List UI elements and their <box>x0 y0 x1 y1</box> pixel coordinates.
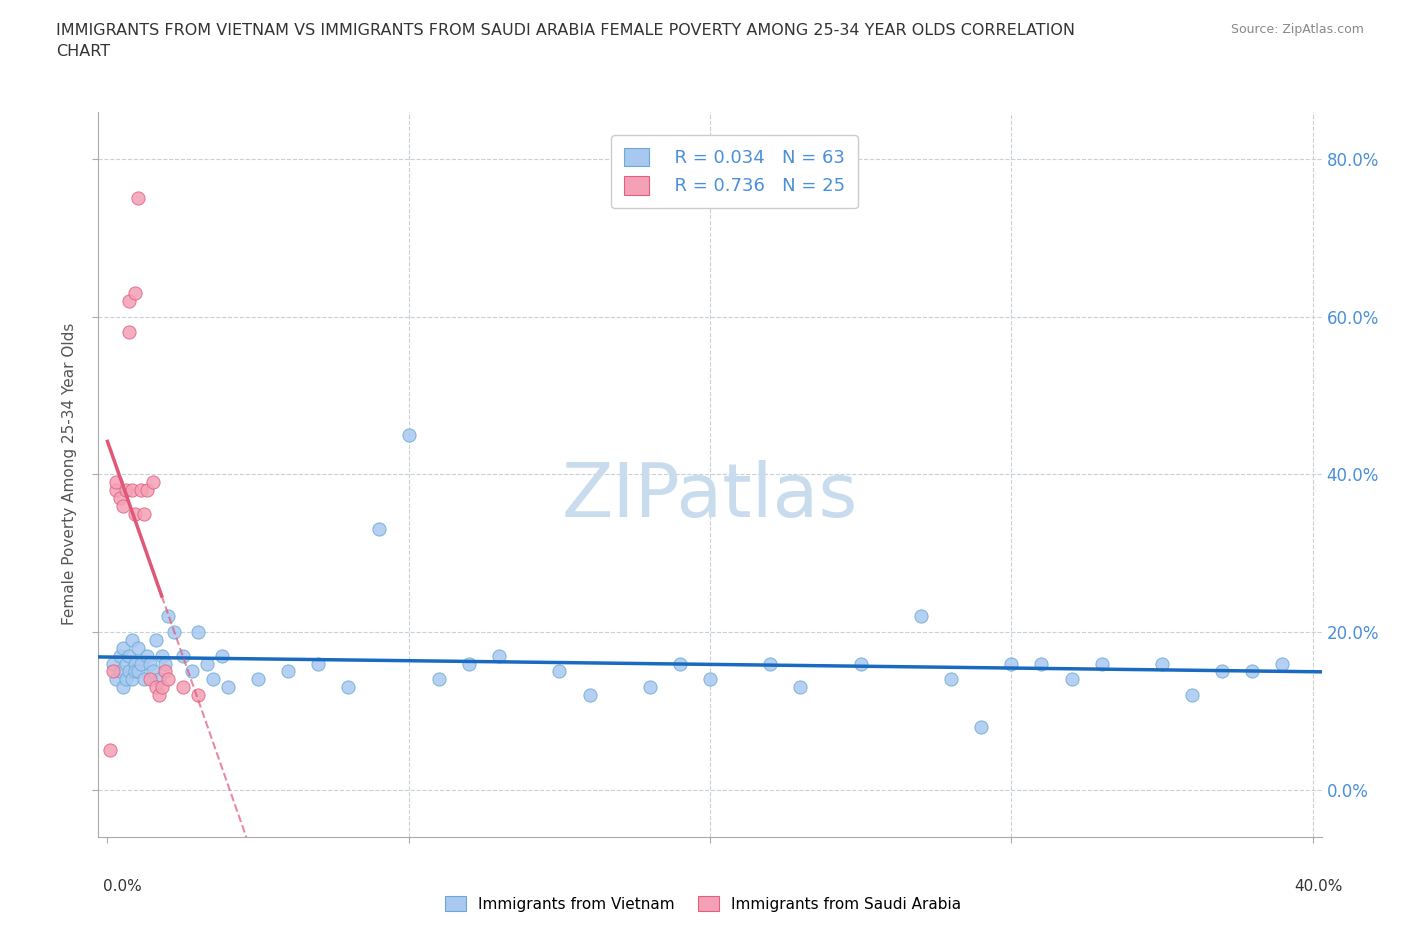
Point <box>138 671 160 686</box>
Point <box>1241 664 1264 679</box>
Point <box>114 483 136 498</box>
Point <box>1181 687 1204 702</box>
Point <box>114 656 136 671</box>
Point <box>108 490 131 505</box>
Point <box>117 293 139 308</box>
Point <box>578 687 600 702</box>
Point <box>105 671 128 686</box>
Point <box>105 483 128 498</box>
Point <box>1211 664 1233 679</box>
Point <box>132 506 155 521</box>
Point <box>153 656 176 671</box>
Point <box>427 671 450 686</box>
Point <box>111 498 134 513</box>
Point <box>111 680 134 695</box>
Point <box>187 625 209 640</box>
Point <box>148 671 170 686</box>
Point <box>138 656 160 671</box>
Point <box>1271 656 1294 671</box>
Point <box>108 648 131 663</box>
Point <box>187 687 209 702</box>
Point <box>939 671 962 686</box>
Point <box>1000 656 1022 671</box>
Point <box>217 680 239 695</box>
Point <box>111 641 134 656</box>
Point <box>124 664 146 679</box>
Point <box>124 656 146 671</box>
Point <box>148 687 170 702</box>
Point <box>145 632 167 647</box>
Point <box>970 719 993 734</box>
Point <box>669 656 692 671</box>
Point <box>247 671 270 686</box>
Text: Source: ZipAtlas.com: Source: ZipAtlas.com <box>1230 23 1364 36</box>
Point <box>163 625 186 640</box>
Point <box>132 671 155 686</box>
Point <box>117 325 139 339</box>
Point <box>638 680 661 695</box>
Point <box>910 609 932 624</box>
Point <box>135 648 157 663</box>
Text: IMMIGRANTS FROM VIETNAM VS IMMIGRANTS FROM SAUDI ARABIA FEMALE POVERTY AMONG 25-: IMMIGRANTS FROM VIETNAM VS IMMIGRANTS FR… <box>56 23 1076 60</box>
Point <box>114 671 136 686</box>
Point <box>135 483 157 498</box>
Point <box>1060 671 1083 686</box>
Point <box>153 664 176 679</box>
Point <box>124 506 146 521</box>
Point <box>398 428 420 443</box>
Text: ZIPatlas: ZIPatlas <box>562 459 858 533</box>
Point <box>124 286 146 300</box>
Point <box>277 664 299 679</box>
Point <box>172 680 194 695</box>
Point <box>100 743 122 758</box>
Y-axis label: Female Poverty Among 25-34 Year Olds: Female Poverty Among 25-34 Year Olds <box>62 323 77 626</box>
Point <box>789 680 811 695</box>
Point <box>129 656 152 671</box>
Point <box>849 656 872 671</box>
Point <box>488 648 510 663</box>
Point <box>156 609 179 624</box>
Point <box>121 671 143 686</box>
Legend:   R = 0.034   N = 63,   R = 0.736   N = 25: R = 0.034 N = 63, R = 0.736 N = 25 <box>612 135 858 208</box>
Point <box>127 191 149 206</box>
Point <box>367 522 389 537</box>
Point <box>201 671 224 686</box>
Point <box>129 483 152 498</box>
Point <box>156 671 179 686</box>
Point <box>103 656 125 671</box>
Point <box>195 656 218 671</box>
Point <box>307 656 329 671</box>
Point <box>117 664 139 679</box>
Point <box>108 664 131 679</box>
Point <box>150 680 173 695</box>
Point <box>121 483 143 498</box>
Point <box>1091 656 1114 671</box>
Point <box>337 680 360 695</box>
Point <box>172 648 194 663</box>
Point <box>145 680 167 695</box>
Point <box>458 656 481 671</box>
Legend: Immigrants from Vietnam, Immigrants from Saudi Arabia: Immigrants from Vietnam, Immigrants from… <box>439 890 967 918</box>
Point <box>117 648 139 663</box>
Point <box>121 632 143 647</box>
Point <box>759 656 782 671</box>
Point <box>211 648 233 663</box>
Point <box>103 664 125 679</box>
Point <box>1150 656 1173 671</box>
Point <box>548 664 571 679</box>
Point <box>1031 656 1053 671</box>
Point <box>127 641 149 656</box>
Point <box>180 664 202 679</box>
Point <box>142 474 165 489</box>
Point <box>105 474 128 489</box>
Point <box>699 671 721 686</box>
Point <box>150 648 173 663</box>
Point <box>142 664 165 679</box>
Text: 0.0%: 0.0% <box>103 879 142 894</box>
Point <box>127 664 149 679</box>
Text: 40.0%: 40.0% <box>1295 879 1343 894</box>
